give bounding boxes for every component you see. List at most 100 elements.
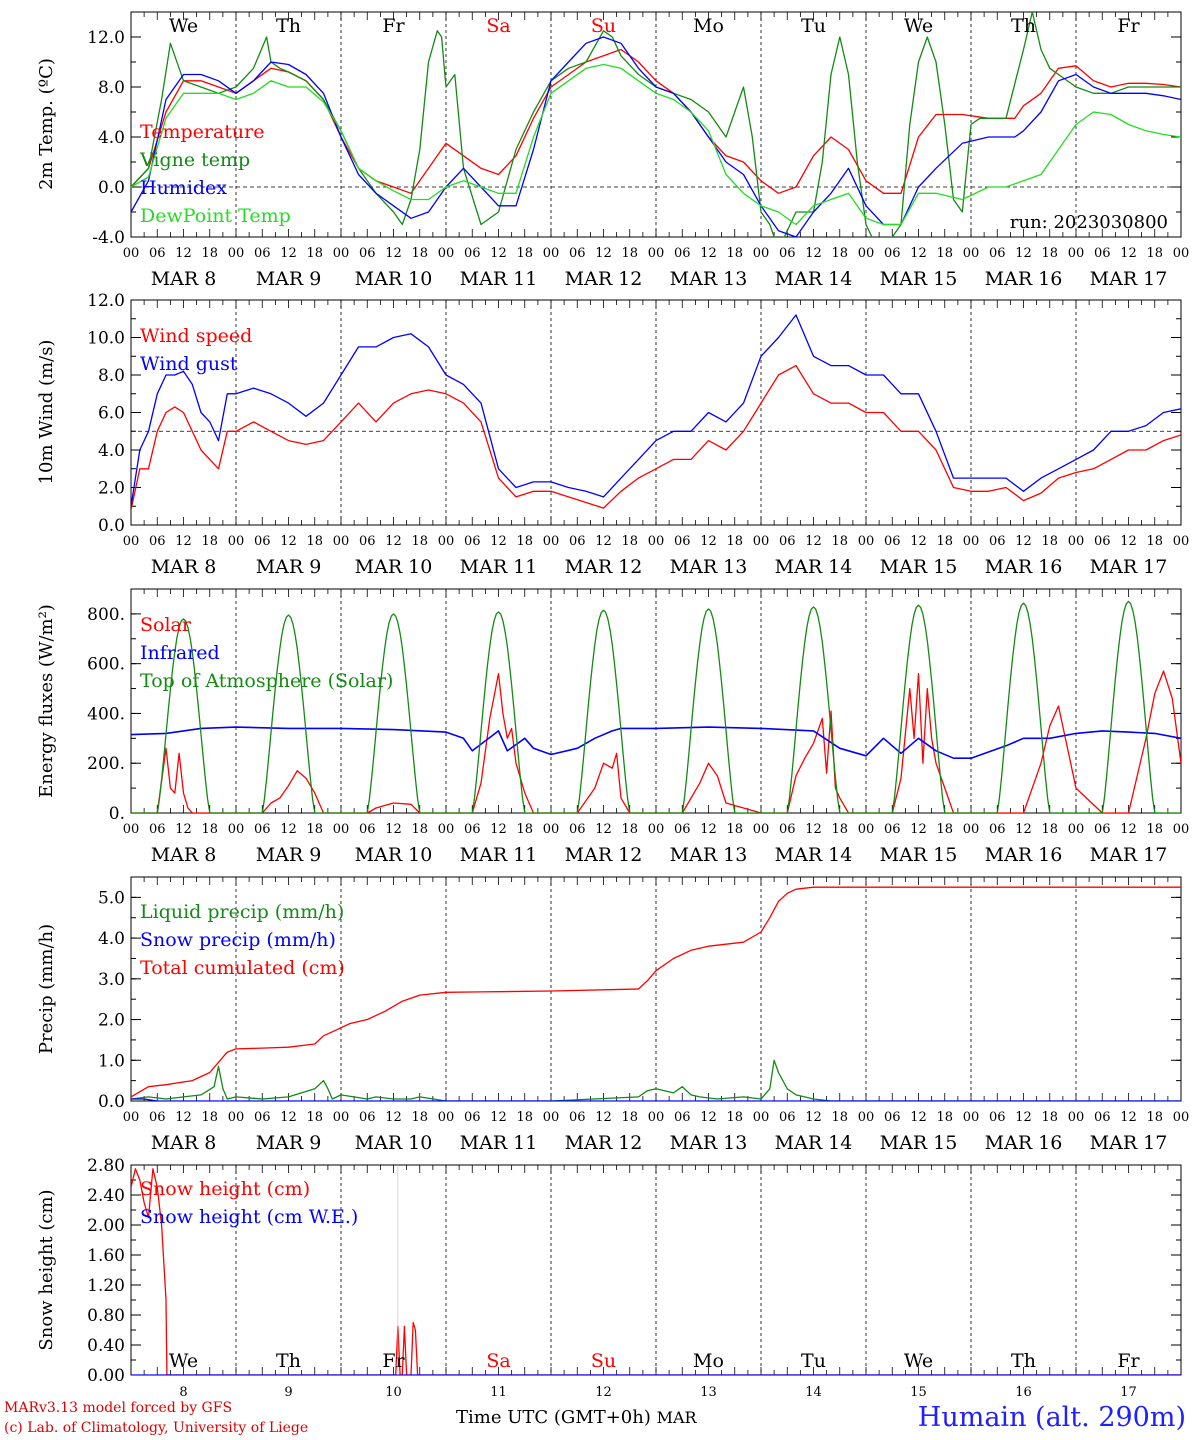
- hour-label: 18: [306, 246, 323, 261]
- hour-label: 06: [149, 1110, 166, 1125]
- legend-top-of-atmosphere-solar: Top of Atmosphere (Solar): [140, 670, 393, 692]
- hour-label: 00: [648, 822, 665, 837]
- hour-label: 18: [201, 1110, 218, 1125]
- hour-label: 18: [1041, 246, 1058, 261]
- hour-label: 00: [753, 246, 770, 261]
- hour-label: 06: [149, 822, 166, 837]
- y-tick-label: 4.0: [98, 441, 125, 461]
- hour-label: 12: [910, 1110, 927, 1125]
- day-label: We: [904, 15, 933, 37]
- hour-label: 00: [228, 1110, 245, 1125]
- hour-label: 00: [333, 822, 350, 837]
- series-humidex: [131, 36, 1181, 237]
- hour-label: 06: [464, 1110, 481, 1125]
- day-label: Th: [276, 15, 301, 37]
- hour-label: 12: [280, 822, 297, 837]
- hour-label: 00: [438, 534, 455, 549]
- legend-wind-gust: Wind gust: [140, 353, 238, 375]
- hour-label: 00: [123, 246, 140, 261]
- credit-model: MARv3.13 model forced by GFS: [4, 1400, 233, 1416]
- hour-label: 12: [1120, 1110, 1137, 1125]
- hour-label: 06: [149, 246, 166, 261]
- date-label: MAR 15: [880, 1132, 958, 1154]
- hour-label: 06: [359, 822, 376, 837]
- hour-label: 06: [884, 822, 901, 837]
- date-label: MAR 13: [670, 268, 748, 290]
- y-tick-label: -4.0: [92, 228, 125, 248]
- panel-4: 0.0 1.0 2.0 3.0 4.0 5.0 Precip (mm/h) Liquid pr…: [36, 876, 1190, 1154]
- date-label: MAR 16: [985, 1132, 1063, 1154]
- hour-label: 00: [1173, 822, 1190, 837]
- date-number: 14: [805, 1385, 822, 1400]
- hour-label: 18: [1041, 1110, 1058, 1125]
- legend-snow-height-cm-w-e: Snow height (cm W.E.): [140, 1206, 358, 1228]
- date-label: MAR 15: [880, 556, 958, 578]
- legend-total-cumulated-cm: Total cumulated (cm): [140, 957, 345, 979]
- hour-label: 18: [936, 534, 953, 549]
- series-group: [131, 1168, 1181, 1375]
- y-tick-label: 800.: [87, 605, 125, 625]
- hour-label: 00: [753, 822, 770, 837]
- date-label: MAR 17: [1090, 1132, 1168, 1154]
- hour-label: 00: [1068, 534, 1085, 549]
- plot-frame: [130, 11, 1182, 238]
- hour-label: 12: [910, 246, 927, 261]
- hour-label: 00: [333, 1110, 350, 1125]
- hour-label: 18: [411, 246, 428, 261]
- legend-snow-height-cm: Snow height (cm): [140, 1178, 310, 1200]
- hour-label: 12: [385, 822, 402, 837]
- date-label: MAR 16: [985, 844, 1063, 866]
- date-number: 12: [595, 1385, 612, 1400]
- y-tick-label: 600.: [87, 655, 125, 675]
- hour-label: 06: [884, 534, 901, 549]
- hour-label: 06: [359, 246, 376, 261]
- hour-label: 18: [621, 822, 638, 837]
- hour-label: 12: [280, 246, 297, 261]
- panel-5: 0.00 0.40 0.80 1.20 1.60 2.00 2.40 2.80 Snow hei…: [36, 1156, 1182, 1400]
- hour-label: 06: [884, 1110, 901, 1125]
- hour-label: 18: [516, 1110, 533, 1125]
- date-label: MAR 14: [775, 1132, 853, 1154]
- day-label: Su: [591, 1350, 616, 1372]
- hour-label: 12: [175, 822, 192, 837]
- hour-label: 12: [805, 534, 822, 549]
- hour-label: 06: [1094, 246, 1111, 261]
- y-tick-label: 0.0: [98, 516, 125, 536]
- legend-liquid-precip-mm-h: Liquid precip (mm/h): [140, 901, 344, 923]
- date-number: 9: [284, 1385, 292, 1400]
- hour-label: 06: [569, 246, 586, 261]
- day-label: Th: [276, 1350, 301, 1372]
- hour-label: 06: [569, 822, 586, 837]
- date-label: MAR 10: [355, 268, 433, 290]
- date-label: MAR 12: [565, 1132, 643, 1154]
- date-label: MAR 9: [256, 556, 322, 578]
- legend-snow-precip-mm-h: Snow precip (mm/h): [140, 929, 336, 951]
- hour-label: 00: [123, 534, 140, 549]
- y-tick-label: 200.: [87, 754, 125, 774]
- y-tick-label: 8.0: [98, 366, 125, 386]
- y-tick-label: 0.40: [87, 1336, 125, 1356]
- date-label: MAR 15: [880, 268, 958, 290]
- date-label: MAR 11: [460, 268, 538, 290]
- hour-label: 00: [123, 822, 140, 837]
- hour-label: 00: [648, 1110, 665, 1125]
- hour-label: 00: [1173, 1110, 1190, 1125]
- hour-label: 00: [858, 1110, 875, 1125]
- hour-label: 06: [674, 534, 691, 549]
- hour-label: 18: [726, 822, 743, 837]
- hour-label: 12: [385, 246, 402, 261]
- hour-label: 18: [936, 1110, 953, 1125]
- y-tick-label: 10.0: [87, 329, 125, 349]
- x-axis-title-text: Time UTC (GMT+0h): [456, 1407, 651, 1428]
- hour-label: 00: [123, 1110, 140, 1125]
- date-number: 13: [700, 1385, 717, 1400]
- legend-humidex: Humidex: [140, 177, 227, 199]
- hour-label: 12: [175, 534, 192, 549]
- hour-label: 00: [333, 246, 350, 261]
- day-label: Th: [1011, 1350, 1036, 1372]
- hour-label: 12: [175, 246, 192, 261]
- hour-label: 06: [674, 1110, 691, 1125]
- hour-label: 06: [569, 1110, 586, 1125]
- hour-label: 12: [1015, 534, 1032, 549]
- y-tick-label: 0.80: [87, 1306, 125, 1326]
